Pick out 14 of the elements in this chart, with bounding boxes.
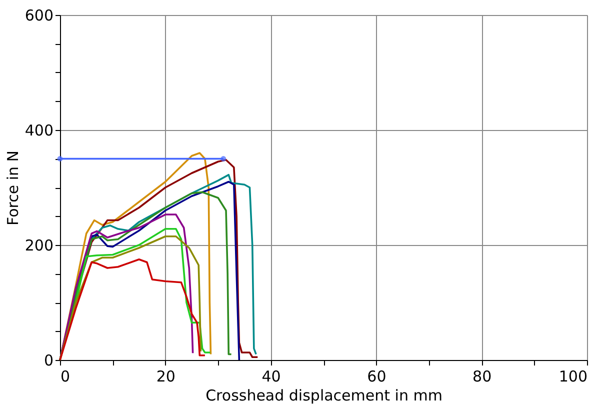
x-tick-label: 60 xyxy=(367,368,386,386)
y-tick-label: 600 xyxy=(24,6,54,24)
x-tick-label: 20 xyxy=(156,368,176,386)
line-series xyxy=(59,214,194,361)
x-axis-title: Crosshead displacement in mm xyxy=(206,386,442,404)
x-tick-label: 80 xyxy=(472,368,492,386)
x-tick-label: 40 xyxy=(262,368,281,386)
y-axis-title: Force in N xyxy=(4,150,22,226)
y-tick-label: 0 xyxy=(44,352,54,370)
x-tick-label: 100 xyxy=(558,368,588,386)
line-series xyxy=(59,258,206,361)
y-tick-label: 400 xyxy=(24,122,54,140)
x-tick-label: 0 xyxy=(60,368,70,386)
y-tick-label: 200 xyxy=(24,236,54,254)
